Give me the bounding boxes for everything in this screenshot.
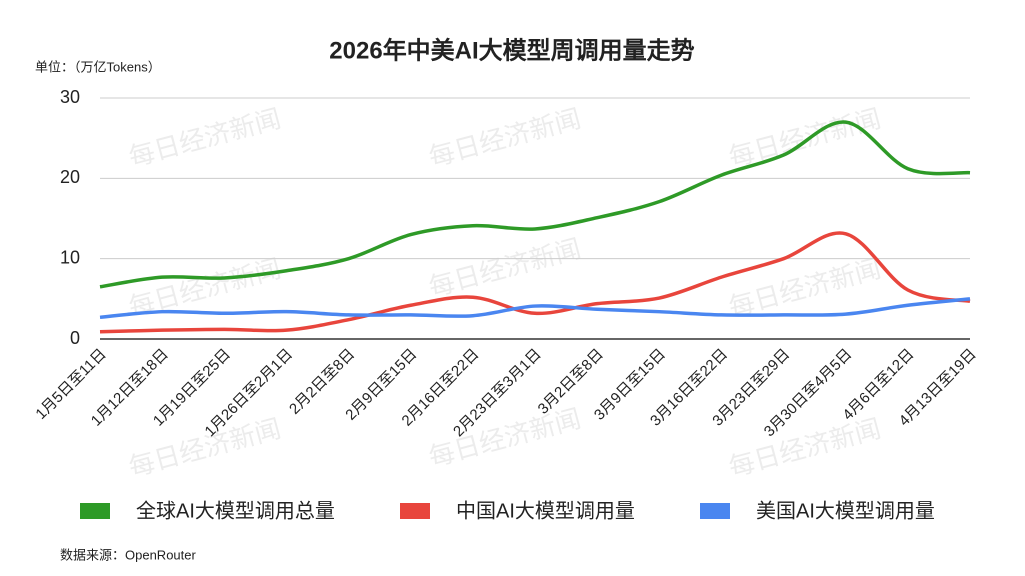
y-tick-label: 0 bbox=[70, 328, 80, 348]
legend-label: 中国AI大模型调用量 bbox=[456, 499, 635, 522]
y-tick-label: 10 bbox=[60, 247, 80, 267]
y-tick-label: 20 bbox=[60, 167, 80, 187]
watermark: 每日经济新闻 bbox=[726, 103, 884, 172]
watermark: 每日经济新闻 bbox=[426, 403, 584, 472]
y-tick-label: 30 bbox=[60, 87, 80, 107]
legend-label: 全球AI大模型调用总量 bbox=[136, 499, 335, 522]
legend-swatch bbox=[700, 503, 730, 519]
watermark: 每日经济新闻 bbox=[126, 103, 284, 172]
series-line bbox=[99, 297, 971, 320]
chart-title: 2026年中美AI大模型周调用量走势 bbox=[329, 36, 694, 64]
legend-swatch bbox=[400, 503, 430, 519]
series-line bbox=[99, 120, 971, 289]
legend-label: 美国AI大模型调用量 bbox=[756, 499, 935, 522]
series-line bbox=[99, 231, 971, 334]
legend-swatch bbox=[80, 503, 110, 519]
unit-label: 单位：（万亿Tokens） bbox=[35, 59, 161, 74]
watermark: 每日经济新闻 bbox=[426, 233, 584, 302]
watermark: 每日经济新闻 bbox=[726, 413, 884, 482]
watermark: 每日经济新闻 bbox=[426, 103, 584, 172]
source: 数据来源：OpenRouter bbox=[60, 547, 196, 562]
